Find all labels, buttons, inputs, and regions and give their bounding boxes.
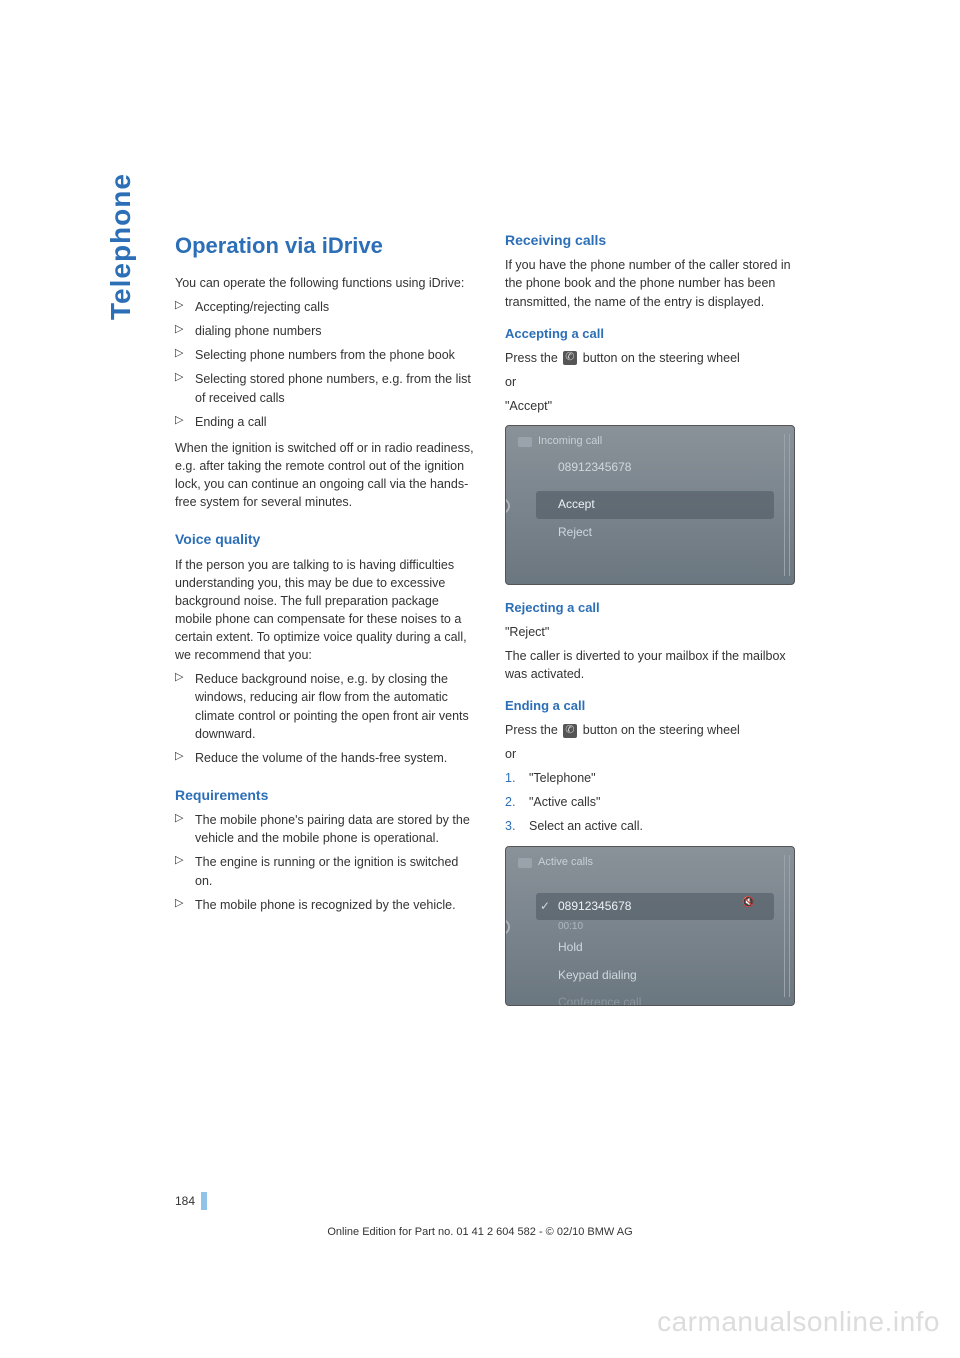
text-fragment: Press the: [505, 351, 561, 365]
voice-quality-heading: Voice quality: [175, 529, 475, 549]
text-fragment: Press the: [505, 723, 561, 737]
ignition-paragraph: When the ignition is switched off or in …: [175, 439, 475, 512]
step-text: Select an active call.: [529, 819, 643, 833]
screenshot-header: Incoming call: [518, 434, 602, 450]
voice-tips-list: Reduce background noise, e.g. by closing…: [175, 670, 475, 767]
conference-option: Conference call: [536, 989, 774, 1005]
receiving-calls-heading: Receiving calls: [505, 230, 805, 250]
rejecting-call-heading: Rejecting a call: [505, 599, 805, 618]
list-item: Reduce the volume of the hands-free syst…: [175, 749, 475, 767]
step-text: "Telephone": [529, 771, 596, 785]
step-item: 3.Select an active call.: [505, 817, 805, 835]
list-item: Ending a call: [175, 413, 475, 431]
incoming-call-screenshot: Incoming call 08912345678 Accept Reject: [505, 425, 795, 585]
left-column: Operation via iDrive You can operate the…: [175, 230, 475, 1016]
screenshot-header: Active calls: [518, 855, 593, 871]
list-item: Selecting stored phone numbers, e.g. fro…: [175, 370, 475, 406]
list-item: The mobile phone's pairing data are stor…: [175, 811, 475, 847]
right-column: Receiving calls If you have the phone nu…: [505, 230, 805, 1016]
manual-page: Telephone Operation via iDrive You can o…: [0, 0, 960, 1358]
content-columns: Operation via iDrive You can operate the…: [175, 230, 890, 1016]
caller-number: 08912345678: [536, 454, 774, 481]
scrollbar-icon: [784, 855, 790, 997]
step-item: 1."Telephone": [505, 769, 805, 787]
accept-quoted: "Accept": [505, 397, 805, 415]
ending-call-heading: Ending a call: [505, 697, 805, 716]
list-item: dialing phone numbers: [175, 322, 475, 340]
list-item: The mobile phone is recognized by the ve…: [175, 896, 475, 914]
page-number-box: 184: [175, 1192, 207, 1210]
text-fragment: button on the steering wheel: [579, 351, 740, 365]
active-call-row: 08912345678 🔇: [536, 893, 774, 920]
phone-button-icon: [563, 351, 577, 365]
intro-paragraph: You can operate the following functions …: [175, 274, 475, 292]
reject-paragraph: The caller is diverted to your mailbox i…: [505, 647, 805, 683]
watermark-text: carmanualsonline.info: [657, 1306, 940, 1338]
call-number: 08912345678: [558, 899, 631, 913]
list-item: Reduce background noise, e.g. by closing…: [175, 670, 475, 743]
voice-quality-paragraph: If the person you are talking to is havi…: [175, 556, 475, 665]
page-number: 184: [175, 1194, 201, 1208]
footer-text: Online Edition for Part no. 01 41 2 604 …: [0, 1226, 960, 1238]
screenshot-body: 08912345678 Accept Reject: [536, 454, 774, 546]
section-side-label: Telephone: [105, 173, 137, 320]
mute-icon: 🔇: [742, 896, 756, 910]
requirements-heading: Requirements: [175, 785, 475, 805]
list-item: Selecting phone numbers from the phone b…: [175, 346, 475, 364]
list-item: Accepting/rejecting calls: [175, 298, 475, 316]
scrollbar-icon: [784, 434, 790, 576]
functions-list: Accepting/rejecting calls dialing phone …: [175, 298, 475, 431]
requirements-list: The mobile phone's pairing data are stor…: [175, 811, 475, 914]
call-duration: 00:10: [536, 920, 774, 935]
page-number-bar: [201, 1192, 207, 1210]
or-text: or: [505, 373, 805, 391]
hold-option: Hold: [536, 934, 774, 961]
reject-option: Reject: [536, 519, 774, 546]
or-text-2: or: [505, 745, 805, 763]
accepting-call-heading: Accepting a call: [505, 325, 805, 344]
list-item: The engine is running or the ignition is…: [175, 853, 475, 889]
screenshot-body: 08912345678 🔇 00:10 Hold Keypad dialing …: [536, 875, 774, 1006]
text-fragment: button on the steering wheel: [579, 723, 740, 737]
keypad-option: Keypad dialing: [536, 962, 774, 989]
active-calls-screenshot: Active calls 08912345678 🔇 00:10 Hold Ke…: [505, 846, 795, 1006]
step-item: 2."Active calls": [505, 793, 805, 811]
accept-option: Accept: [536, 491, 774, 518]
end-call-steps: 1."Telephone" 2."Active calls" 3.Select …: [505, 769, 805, 835]
press-button-line: Press the button on the steering wheel: [505, 349, 805, 367]
press-button-line-2: Press the button on the steering wheel: [505, 721, 805, 739]
phone-button-icon: [563, 724, 577, 738]
step-text: "Active calls": [529, 795, 600, 809]
reject-quoted: "Reject": [505, 623, 805, 641]
receiving-calls-paragraph: If you have the phone number of the call…: [505, 256, 805, 310]
page-title: Operation via iDrive: [175, 230, 475, 262]
